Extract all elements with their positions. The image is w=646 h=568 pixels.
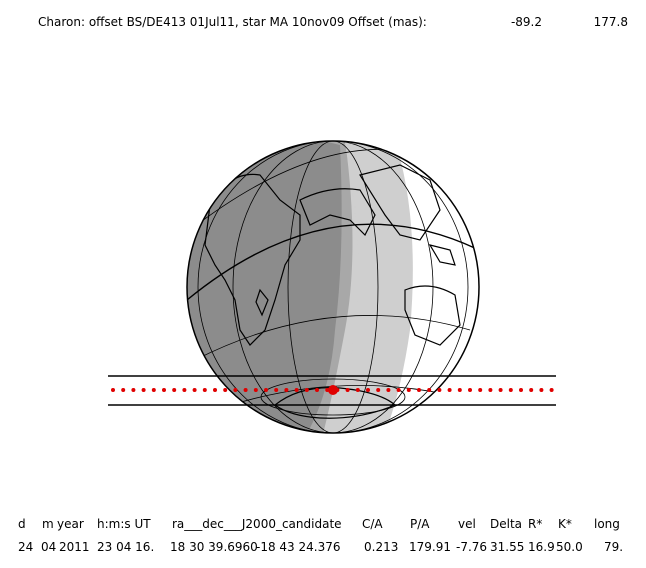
center-dot (213, 388, 217, 392)
center-dot (162, 388, 166, 392)
center-dot (478, 388, 483, 392)
center-dot (111, 388, 115, 392)
center-dot (437, 388, 442, 392)
column-header: R* (528, 517, 542, 531)
center-dot (141, 388, 146, 392)
column-header: K* (558, 517, 572, 531)
center-dot (468, 388, 472, 392)
column-header: d (18, 517, 26, 531)
column-header: m (42, 517, 54, 531)
table-cell: 79. (604, 540, 623, 554)
center-dot (264, 388, 268, 392)
center-dot (182, 388, 187, 392)
table-cell: 179.91 (409, 540, 451, 554)
center-dot (223, 388, 228, 392)
center-dot (294, 388, 299, 392)
center-dot (376, 388, 381, 392)
title: Charon: offset BS/DE413 01Jul11, star MA… (38, 15, 427, 29)
column-header: Delta (490, 517, 522, 531)
center-line (111, 388, 554, 392)
table-cell: 18 30 39.6960 (170, 540, 258, 554)
center-dot (447, 388, 452, 392)
center-dot (172, 388, 177, 392)
center-dot (396, 388, 401, 392)
center-dot (427, 388, 432, 392)
center-dot (304, 388, 309, 392)
center-dot (529, 388, 534, 392)
center-dot (417, 388, 421, 392)
event-point (328, 385, 338, 395)
table-cell: -7.76 (456, 540, 487, 554)
table-cell: 50.0 (556, 540, 583, 554)
center-dot (315, 388, 319, 392)
table-cell: 04 (41, 540, 56, 554)
center-dot (488, 388, 493, 392)
table-cell: 23 04 16. (97, 540, 154, 554)
table-cell: -18 43 24.376 (256, 540, 341, 554)
center-dot (233, 388, 238, 392)
table-cell: 16.9 (528, 540, 555, 554)
center-dot (498, 388, 503, 392)
offset-x: -89.2 (511, 15, 542, 29)
column-header: P/A (410, 517, 430, 531)
center-dot (355, 388, 360, 392)
table-cell: 0.213 (364, 540, 398, 554)
center-dot (151, 388, 156, 392)
center-dot (243, 388, 248, 392)
offset-y: 177.8 (594, 15, 628, 29)
center-dot (549, 388, 554, 392)
table-cell: 24 (18, 540, 33, 554)
column-header: C/A (362, 517, 383, 531)
center-dot (386, 388, 391, 392)
center-dot (539, 388, 544, 392)
center-dot (519, 388, 523, 392)
globe-outline (186, 140, 480, 434)
center-dot (345, 388, 350, 392)
center-dot (457, 388, 462, 392)
center-dot (202, 388, 207, 392)
column-header: long (594, 517, 620, 531)
column-header: h:m:s UT (97, 517, 151, 531)
center-dot (121, 388, 126, 392)
center-dot (366, 388, 370, 392)
table-cell: 31.55 (490, 540, 524, 554)
center-dot (253, 388, 258, 392)
center-dot (406, 388, 411, 392)
table-cell: 2011 (59, 540, 90, 554)
center-dot (284, 388, 289, 392)
column-header: vel (458, 517, 476, 531)
center-dot (274, 388, 279, 392)
center-dot (508, 388, 513, 392)
column-header: ra___dec___J2000_candidate (172, 517, 342, 531)
column-header: year (57, 517, 84, 531)
center-dot (192, 388, 197, 392)
center-dot (131, 388, 136, 392)
